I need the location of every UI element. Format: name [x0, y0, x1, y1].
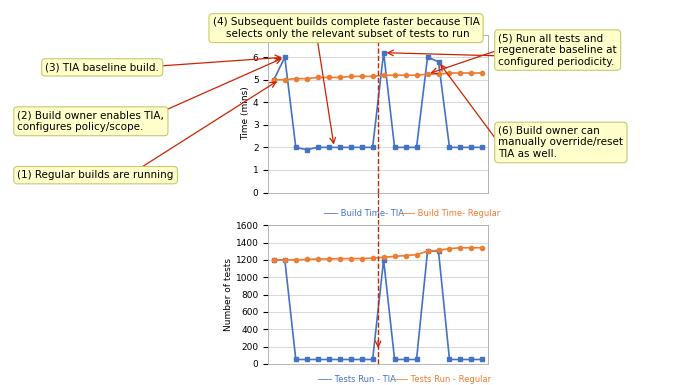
Tests Run - TIA: [445, 357, 454, 362]
Build Time - TIA: [346, 145, 355, 150]
Text: (3) TIA baseline build.: (3) TIA baseline build.: [45, 62, 159, 72]
Build Time - TIA: [457, 145, 465, 150]
Tests Run - Regular: [478, 246, 487, 250]
Tests Run - TIA: [358, 357, 366, 362]
Build Time - Regular: [335, 75, 344, 80]
Tests Run - Regular: [335, 256, 344, 261]
Text: ─── Build Time- TIA: ─── Build Time- TIA: [323, 209, 404, 218]
Build Time - TIA: [281, 55, 289, 60]
Tests Run - Regular: [457, 246, 465, 250]
Tests Run - TIA: [457, 357, 465, 362]
Tests Run - Regular: [291, 258, 300, 262]
Tests Run - TIA: [401, 357, 410, 362]
Tests Run - TIA: [467, 357, 475, 362]
Tests Run - TIA: [281, 258, 289, 262]
Build Time - TIA: [335, 145, 344, 150]
Tests Run - TIA: [291, 357, 300, 362]
Tests Run - Regular: [390, 254, 399, 259]
Build Time - Regular: [379, 73, 388, 77]
Build Time - TIA: [467, 145, 475, 150]
Tests Run - TIA: [423, 249, 431, 254]
Build Time - Regular: [445, 71, 454, 75]
Line: Build Time - Regular: Build Time - Regular: [272, 71, 484, 82]
Build Time - TIA: [369, 145, 377, 150]
Build Time - Regular: [270, 77, 278, 82]
Tests Run - Regular: [379, 255, 388, 259]
Tests Run - TIA: [478, 357, 487, 362]
Build Time - TIA: [445, 145, 454, 150]
Tests Run - TIA: [390, 357, 399, 362]
Line: Tests Run - Regular: Tests Run - Regular: [272, 246, 484, 262]
Text: ─── Tests Run - Regular: ─── Tests Run - Regular: [394, 375, 491, 384]
Line: Build Time - TIA: Build Time - TIA: [272, 50, 484, 152]
Build Time - Regular: [457, 71, 465, 75]
Build Time - Regular: [314, 75, 322, 80]
Tests Run - TIA: [314, 357, 322, 362]
Build Time - TIA: [314, 145, 322, 150]
Tests Run - TIA: [379, 258, 388, 262]
Text: (6) Build owner can
manually override/reset
TIA as well.: (6) Build owner can manually override/re…: [498, 126, 623, 159]
Build Time - Regular: [467, 71, 475, 75]
Tests Run - TIA: [434, 249, 443, 254]
Text: (1) Regular builds are running: (1) Regular builds are running: [17, 170, 174, 180]
Build Time - TIA: [478, 145, 487, 150]
Tests Run - Regular: [413, 253, 421, 257]
Tests Run - TIA: [325, 357, 333, 362]
Tests Run - Regular: [325, 257, 333, 261]
Build Time - Regular: [325, 75, 333, 80]
Text: ─── Tests Run - TIA: ─── Tests Run - TIA: [316, 375, 395, 384]
Build Time - TIA: [291, 145, 300, 150]
Build Time - TIA: [270, 77, 278, 82]
Build Time - TIA: [423, 55, 431, 60]
Tests Run - Regular: [346, 256, 355, 261]
Build Time - Regular: [346, 74, 355, 79]
Build Time - TIA: [401, 145, 410, 150]
Tests Run - Regular: [467, 246, 475, 250]
Build Time - Regular: [434, 72, 443, 77]
Build Time - Regular: [291, 76, 300, 81]
Build Time - Regular: [358, 74, 366, 79]
Tests Run - TIA: [369, 357, 377, 362]
Build Time - Regular: [302, 76, 311, 81]
Tests Run - TIA: [302, 357, 311, 362]
Build Time - Regular: [413, 73, 421, 77]
Y-axis label: Time (mins): Time (mins): [241, 87, 250, 141]
Tests Run - TIA: [346, 357, 355, 362]
Tests Run - Regular: [358, 256, 366, 261]
Line: Tests Run - TIA: Tests Run - TIA: [272, 249, 484, 362]
Text: ─── Build Time- Regular: ─── Build Time- Regular: [400, 209, 500, 218]
Text: (2) Build owner enables TIA,
configures policy/scope.: (2) Build owner enables TIA, configures …: [17, 110, 164, 132]
Text: (5) Run all tests and
regenerate baseline at
configured periodicity.: (5) Run all tests and regenerate baselin…: [498, 33, 617, 67]
Build Time - TIA: [358, 145, 366, 150]
Tests Run - Regular: [445, 246, 454, 251]
Y-axis label: Number of tests: Number of tests: [224, 258, 233, 331]
Tests Run - Regular: [281, 258, 289, 262]
Tests Run - Regular: [423, 249, 431, 254]
Build Time - TIA: [302, 147, 311, 152]
Tests Run - Regular: [270, 258, 278, 262]
Tests Run - Regular: [401, 253, 410, 258]
Build Time - Regular: [478, 71, 487, 75]
Tests Run - TIA: [270, 258, 278, 262]
Tests Run - Regular: [314, 257, 322, 261]
Build Time - Regular: [401, 73, 410, 77]
Build Time - Regular: [423, 72, 431, 77]
Build Time - TIA: [325, 145, 333, 150]
Build Time - TIA: [379, 50, 388, 55]
Build Time - TIA: [390, 145, 399, 150]
Text: (4) Subsequent builds complete faster because TIA
    selects only the relevant : (4) Subsequent builds complete faster be…: [213, 17, 480, 39]
Tests Run - Regular: [369, 256, 377, 261]
Tests Run - TIA: [413, 357, 421, 362]
Build Time - Regular: [390, 73, 399, 77]
Build Time - Regular: [281, 77, 289, 82]
Tests Run - TIA: [335, 357, 344, 362]
Tests Run - Regular: [434, 248, 443, 253]
Build Time - TIA: [413, 145, 421, 150]
Tests Run - Regular: [302, 257, 311, 262]
Build Time - Regular: [369, 74, 377, 79]
Build Time - TIA: [434, 59, 443, 64]
